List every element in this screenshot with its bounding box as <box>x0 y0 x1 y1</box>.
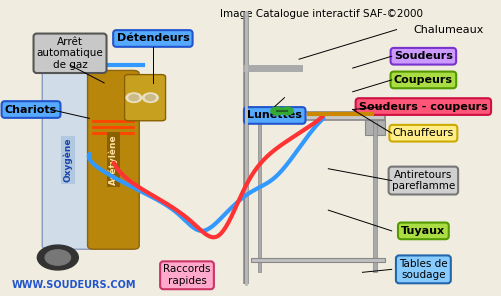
Bar <box>372 120 376 272</box>
Text: Image Catalogue interactif SAF-©2000: Image Catalogue interactif SAF-©2000 <box>219 9 422 19</box>
FancyBboxPatch shape <box>251 112 385 120</box>
FancyBboxPatch shape <box>42 70 94 249</box>
Text: Chauffeurs: Chauffeurs <box>392 128 453 138</box>
Text: Antiretours
pareflamme: Antiretours pareflamme <box>391 170 454 191</box>
Text: Acétylène: Acétylène <box>108 134 118 185</box>
FancyBboxPatch shape <box>251 258 385 262</box>
Circle shape <box>270 107 283 115</box>
Text: Raccords
rapides: Raccords rapides <box>163 265 210 286</box>
Text: Tuyaux: Tuyaux <box>400 226 444 236</box>
Circle shape <box>280 107 293 115</box>
Bar <box>257 120 261 272</box>
Text: Lunettes: Lunettes <box>247 110 302 120</box>
Text: Tables de
soudage: Tables de soudage <box>398 259 447 280</box>
Text: Détendeurs: Détendeurs <box>116 33 189 44</box>
Text: Chariots: Chariots <box>5 104 57 115</box>
Text: WWW.SOUDEURS.COM: WWW.SOUDEURS.COM <box>12 280 136 290</box>
Circle shape <box>37 245 78 270</box>
Text: Oxygène: Oxygène <box>63 138 73 182</box>
Text: Arrêt
automatique
de gaz: Arrêt automatique de gaz <box>37 37 103 70</box>
Circle shape <box>129 95 138 101</box>
Text: Coupeurs: Coupeurs <box>393 75 452 85</box>
Circle shape <box>142 93 158 102</box>
Text: Chalumeaux: Chalumeaux <box>413 25 483 35</box>
Text: Soudeurs: Soudeurs <box>393 51 452 61</box>
FancyBboxPatch shape <box>124 75 165 121</box>
Circle shape <box>126 93 141 102</box>
Circle shape <box>145 95 155 101</box>
Circle shape <box>45 250 70 265</box>
FancyBboxPatch shape <box>364 120 385 135</box>
FancyBboxPatch shape <box>87 70 139 249</box>
Text: Soudeurs - coupeurs: Soudeurs - coupeurs <box>358 102 487 112</box>
